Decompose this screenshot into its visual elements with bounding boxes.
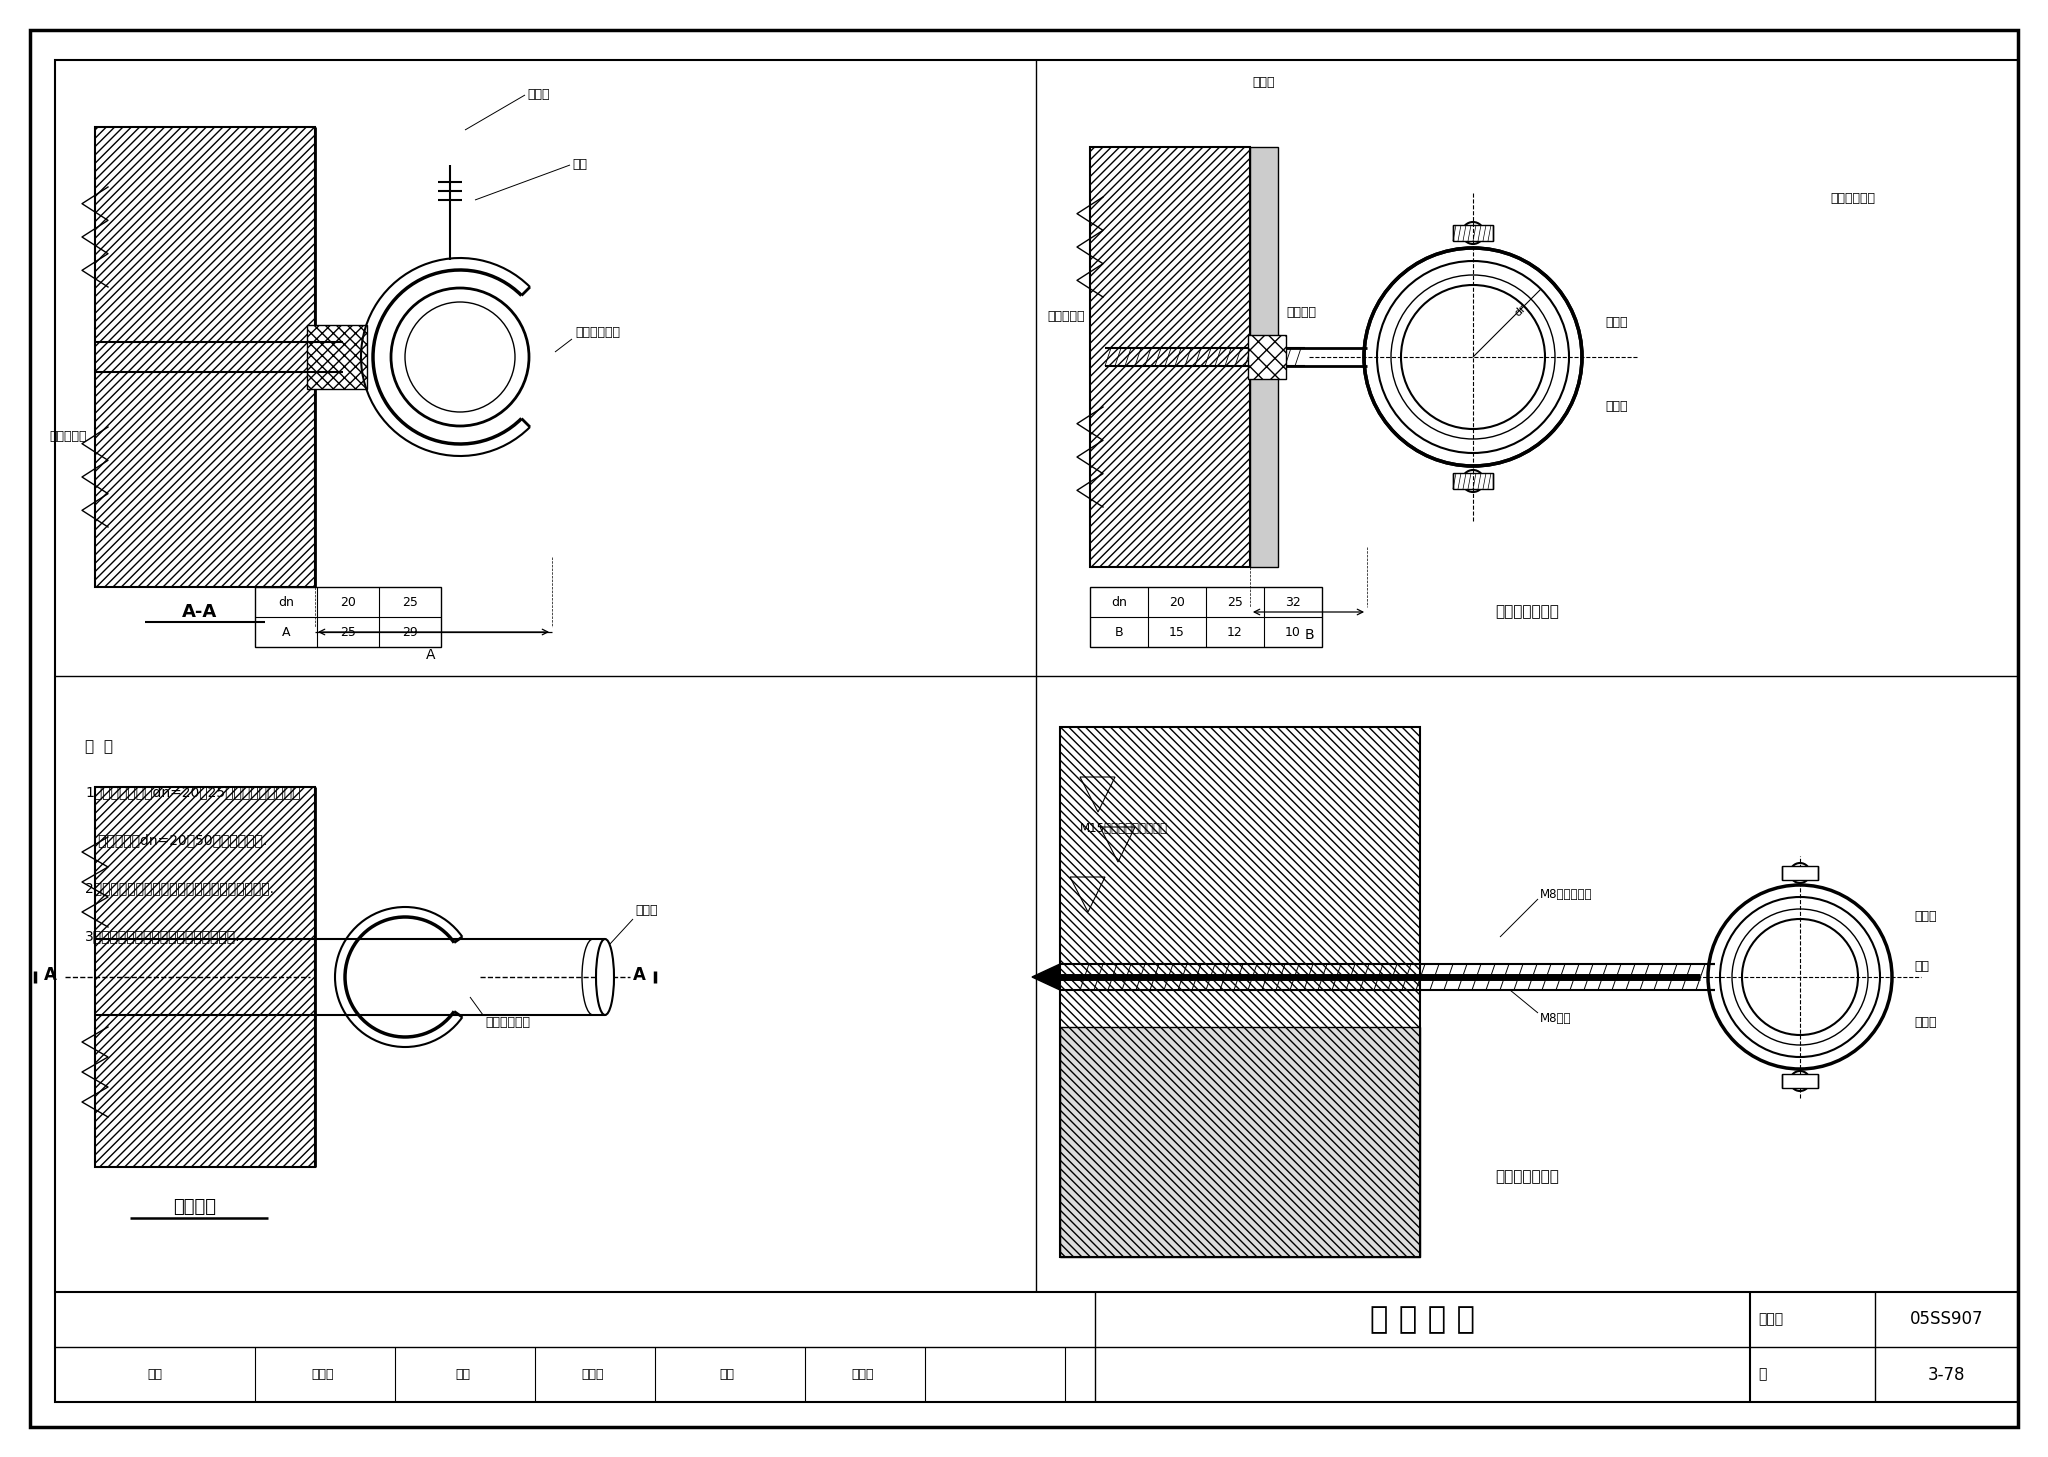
Bar [94,787,315,1167]
Polygon shape [1032,965,1061,989]
Text: 管卡: 管卡 [1915,960,1929,973]
Text: 29: 29 [401,625,418,638]
Bar [1452,224,1493,240]
Text: 刘宗秋: 刘宗秋 [852,1368,874,1381]
Text: 20: 20 [1169,596,1186,609]
Bar [1249,147,1278,567]
Text: 塑料成品管卡: 塑料成品管卡 [485,1016,530,1029]
Text: 25: 25 [1227,596,1243,609]
Text: 2．按设计要求定位后，先安装管卡，后安装管道.: 2．按设计要求定位后，先安装管卡，后安装管道. [86,881,274,895]
Text: A-A: A-A [182,603,217,621]
Text: 图集号: 图集号 [1757,1313,1784,1326]
Polygon shape [1061,1027,1419,1257]
Text: 铝塑管: 铝塑管 [635,905,657,918]
Text: 塑料管卡: 塑料管卡 [174,1198,217,1217]
Text: 金属管卡（二）: 金属管卡（二） [1495,1170,1559,1185]
Text: 铝塑管: 铝塑管 [1915,911,1937,924]
Text: 肖春节: 肖春节 [311,1368,334,1381]
Text: 审核: 审核 [147,1368,162,1381]
Text: dn: dn [1112,596,1126,609]
Bar [94,127,315,587]
Text: 15: 15 [1169,625,1186,638]
Text: 木螺丝: 木螺丝 [526,89,549,102]
Text: 橡胶垫: 橡胶垫 [1915,1016,1937,1029]
Text: 橡胶垫: 橡胶垫 [1606,401,1628,414]
Text: 05SS907: 05SS907 [1909,1310,1982,1329]
Text: 25: 25 [401,596,418,609]
Text: 装饰面: 装饰面 [1253,76,1276,89]
Text: 1．塑料管卡用于dn=20、25无附件的管段，金属: 1．塑料管卡用于dn=20、25无附件的管段，金属 [86,785,301,798]
Bar [1782,1074,1819,1088]
Text: 32: 32 [1286,596,1300,609]
Text: M8螺杆: M8螺杆 [1540,1013,1571,1026]
Text: A: A [283,625,291,638]
Text: 管卡可用于dn=20～50有附件的管段.: 管卡可用于dn=20～50有附件的管段. [86,833,266,847]
Text: 塑料膨胀管: 塑料膨胀管 [1047,310,1085,323]
Text: 20: 20 [340,596,356,609]
Text: 3．管卡、螺栓由管材生产厂家配套供货.: 3．管卡、螺栓由管材生产厂家配套供货. [86,930,240,943]
Bar [1090,587,1323,647]
Text: A: A [633,966,645,983]
Text: 铝塑管: 铝塑管 [1606,316,1628,328]
Text: 镀锌金属管卡: 镀锌金属管卡 [1831,191,1876,204]
Bar [1090,147,1249,567]
Text: B: B [1305,628,1315,643]
Bar [307,325,367,389]
Text: B: B [1114,625,1122,638]
Text: 校对: 校对 [455,1368,471,1381]
Bar [1782,865,1819,880]
Text: 金属管卡（一）: 金属管卡（一） [1495,605,1559,619]
Text: dn: dn [279,596,295,609]
Text: 3-78: 3-78 [1927,1365,1966,1384]
Ellipse shape [596,938,614,1016]
Text: 塑料垫块: 塑料垫块 [1286,306,1317,319]
Text: 12: 12 [1227,625,1243,638]
Text: 闫利国: 闫利国 [582,1368,604,1381]
Text: 10: 10 [1284,625,1300,638]
Text: 成 品 管 卡: 成 品 管 卡 [1370,1305,1475,1335]
Text: 页: 页 [1757,1368,1765,1381]
Text: 管卡: 管卡 [571,159,588,172]
Text: 设计: 设计 [719,1368,735,1381]
Bar [1452,474,1493,490]
Bar [256,587,440,647]
Text: 塑料膨胀管: 塑料膨胀管 [49,430,86,443]
Text: 25: 25 [340,625,356,638]
Text: 说  明: 说 明 [86,740,113,755]
Bar [1247,335,1286,379]
Text: dn: dn [1513,302,1530,319]
Text: A: A [426,648,436,661]
Text: M8内螺纹短管: M8内螺纹短管 [1540,889,1593,902]
Text: 塑料成品管卡: 塑料成品管卡 [575,325,621,338]
Text: A: A [45,966,57,983]
Text: M15水泥砂浆或胶泥嵌夹: M15水泥砂浆或胶泥嵌夹 [1079,823,1167,835]
